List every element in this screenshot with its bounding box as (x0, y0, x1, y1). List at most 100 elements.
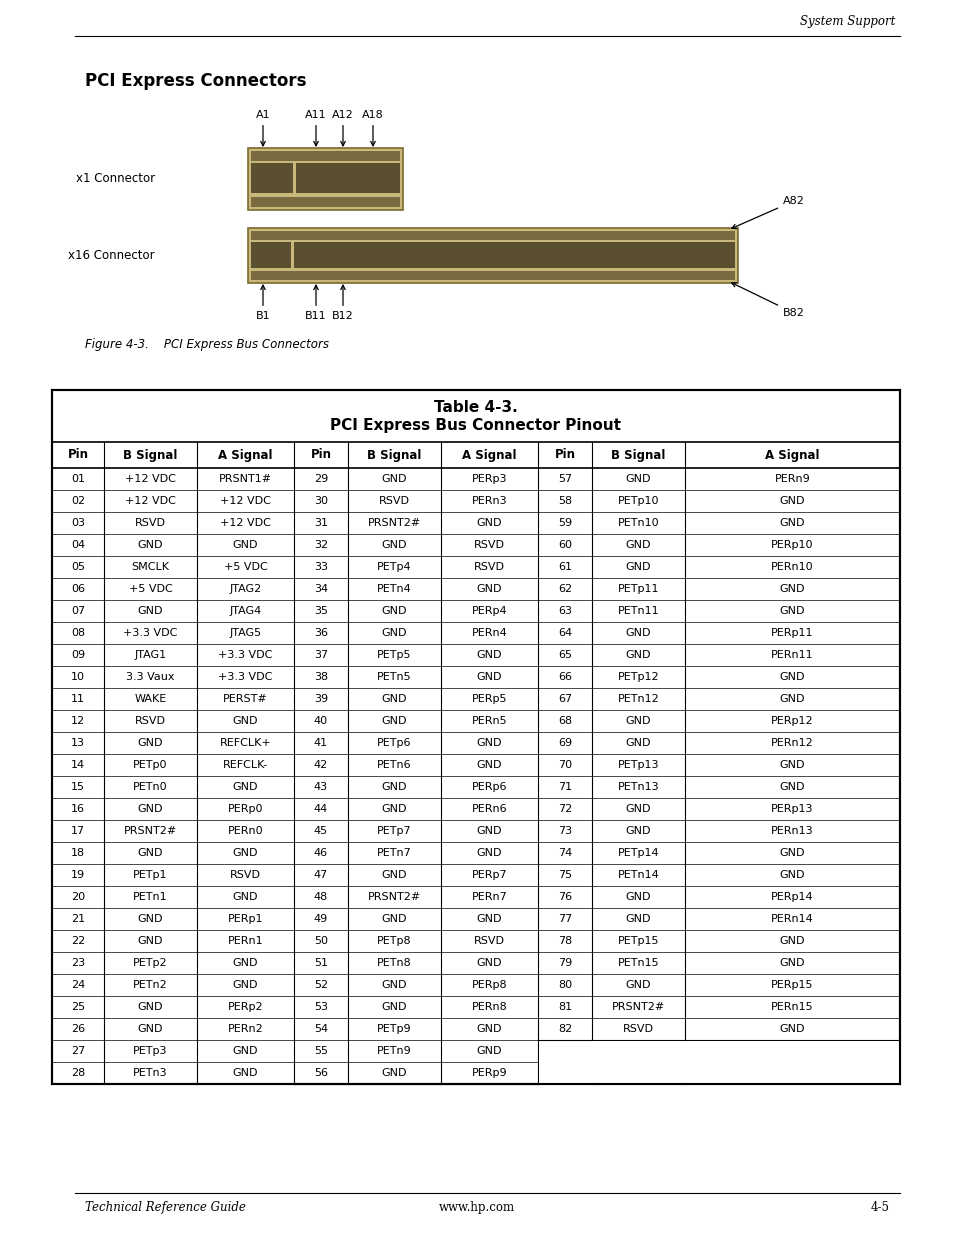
Text: 76: 76 (558, 892, 572, 902)
Text: 12: 12 (71, 716, 85, 726)
Text: B11: B11 (305, 285, 327, 321)
Text: GND: GND (381, 914, 407, 924)
Text: 19: 19 (71, 869, 85, 881)
Text: PERn2: PERn2 (228, 1024, 263, 1034)
Text: 37: 37 (314, 650, 328, 659)
Text: GND: GND (233, 892, 258, 902)
Text: 15: 15 (71, 782, 85, 792)
Text: GND: GND (779, 672, 804, 682)
Text: 57: 57 (558, 474, 572, 484)
Text: PETn7: PETn7 (376, 848, 412, 858)
Text: GND: GND (233, 782, 258, 792)
Text: PERn4: PERn4 (471, 629, 507, 638)
Text: PERn3: PERn3 (471, 496, 507, 506)
Text: 48: 48 (314, 892, 328, 902)
Text: GND: GND (137, 804, 163, 814)
Text: PETp15: PETp15 (618, 936, 659, 946)
Text: GND: GND (381, 716, 407, 726)
Bar (294, 242, 734, 268)
Bar (251, 151, 399, 161)
Text: +3.3 VDC: +3.3 VDC (218, 650, 273, 659)
Bar (248, 148, 402, 210)
Text: PETp3: PETp3 (133, 1046, 168, 1056)
Text: GND: GND (779, 694, 804, 704)
Text: A18: A18 (362, 110, 383, 146)
Text: B82: B82 (731, 283, 804, 317)
Text: GND: GND (625, 562, 651, 572)
Text: PERn12: PERn12 (770, 739, 813, 748)
Text: 54: 54 (314, 1024, 328, 1034)
Text: 75: 75 (558, 869, 572, 881)
Text: Technical Reference Guide: Technical Reference Guide (85, 1200, 246, 1214)
Text: 49: 49 (314, 914, 328, 924)
Text: 25: 25 (71, 1002, 85, 1011)
Text: PETp5: PETp5 (376, 650, 412, 659)
Text: PERp8: PERp8 (471, 981, 507, 990)
Text: GND: GND (779, 1024, 804, 1034)
Text: Pin: Pin (68, 448, 89, 462)
Text: PRSNT2#: PRSNT2# (611, 1002, 664, 1011)
Text: PERn10: PERn10 (770, 562, 813, 572)
Text: GND: GND (137, 540, 163, 550)
Text: Figure 4-3.    PCI Express Bus Connectors: Figure 4-3. PCI Express Bus Connectors (85, 338, 329, 351)
Text: 65: 65 (558, 650, 572, 659)
Text: PETn13: PETn13 (617, 782, 659, 792)
Text: PETn15: PETn15 (617, 958, 659, 968)
Text: 03: 03 (71, 517, 85, 529)
Text: GND: GND (625, 981, 651, 990)
Text: 26: 26 (71, 1024, 85, 1034)
Text: 40: 40 (314, 716, 328, 726)
Text: +3.3 VDC: +3.3 VDC (123, 629, 177, 638)
Text: PERp15: PERp15 (770, 981, 813, 990)
Text: 22: 22 (71, 936, 85, 946)
Text: GND: GND (233, 540, 258, 550)
Text: 56: 56 (314, 1068, 328, 1078)
Text: GND: GND (381, 1002, 407, 1011)
Text: JTAG1: JTAG1 (134, 650, 167, 659)
Text: RSVD: RSVD (135, 716, 166, 726)
Text: 34: 34 (314, 584, 328, 594)
Text: PERp9: PERp9 (471, 1068, 507, 1078)
Text: 80: 80 (558, 981, 572, 990)
Text: PETp9: PETp9 (376, 1024, 412, 1034)
Text: 67: 67 (558, 694, 572, 704)
Text: 04: 04 (71, 540, 85, 550)
Text: 09: 09 (71, 650, 85, 659)
Text: REFCLK-: REFCLK- (223, 760, 268, 769)
Text: GND: GND (381, 629, 407, 638)
Text: RSVD: RSVD (135, 517, 166, 529)
Text: GND: GND (476, 672, 501, 682)
Text: 52: 52 (314, 981, 328, 990)
Text: 43: 43 (314, 782, 328, 792)
Text: 01: 01 (71, 474, 85, 484)
Text: GND: GND (625, 540, 651, 550)
Text: PETp7: PETp7 (376, 826, 412, 836)
Text: JTAG5: JTAG5 (230, 629, 261, 638)
Text: PETp10: PETp10 (618, 496, 659, 506)
Text: 39: 39 (314, 694, 328, 704)
Text: System Support: System Support (799, 15, 894, 28)
Text: PETp2: PETp2 (133, 958, 168, 968)
Text: GND: GND (779, 584, 804, 594)
Text: PETp8: PETp8 (376, 936, 412, 946)
Text: 60: 60 (558, 540, 572, 550)
Text: GND: GND (381, 1068, 407, 1078)
Text: 63: 63 (558, 606, 572, 616)
Text: PETn14: PETn14 (617, 869, 659, 881)
Text: 82: 82 (558, 1024, 572, 1034)
Text: GND: GND (779, 782, 804, 792)
Text: 14: 14 (71, 760, 85, 769)
Text: PETp0: PETp0 (133, 760, 168, 769)
Text: PRSNT2#: PRSNT2# (368, 892, 420, 902)
Text: PERp12: PERp12 (770, 716, 813, 726)
Text: PERn0: PERn0 (228, 826, 263, 836)
Text: 58: 58 (558, 496, 572, 506)
Text: PERn1: PERn1 (228, 936, 263, 946)
Text: PETp6: PETp6 (376, 739, 412, 748)
Text: PERp7: PERp7 (471, 869, 507, 881)
Text: PETn1: PETn1 (133, 892, 168, 902)
Text: 70: 70 (558, 760, 572, 769)
Text: 68: 68 (558, 716, 572, 726)
Text: JTAG4: JTAG4 (229, 606, 261, 616)
Text: +12 VDC: +12 VDC (220, 517, 271, 529)
